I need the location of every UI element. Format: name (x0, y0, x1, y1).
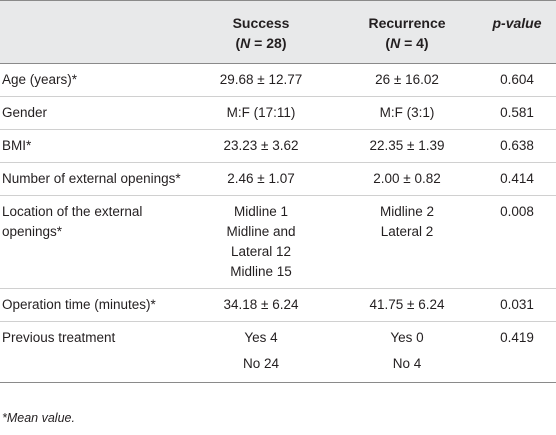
row-label: Previous treatment (2, 330, 116, 345)
success-value: Midline 1 Midline and Lateral 12 Midline… (186, 195, 336, 289)
success-line: Midline and (226, 224, 296, 239)
header-recurrence-n: (N = 4) (385, 35, 429, 51)
success-value: 23.23 ± 3.62 (186, 129, 336, 163)
table-row: Age (years)* 29.68 ± 12.77 26 ± 16.02 0.… (0, 63, 556, 97)
header-pvalue: p-value (478, 0, 556, 64)
recurrence-value: No 4 (336, 350, 478, 383)
success-value: 34.18 ± 6.24 (186, 288, 336, 322)
success-value: 29.68 ± 12.77 (186, 63, 336, 97)
header-recurrence: Recurrence (N = 4) (336, 0, 478, 64)
p-value: 0.581 (478, 96, 556, 130)
table-row: No 24 No 4 (0, 350, 556, 383)
recurrence-line: Lateral 2 (380, 224, 434, 239)
success-value: No 24 (186, 350, 336, 383)
data-table-container: Success (N = 28) Recurrence (N = 4) p-va… (0, 0, 556, 383)
p-value: 0.638 (478, 129, 556, 163)
table-row: Operation time (minutes)* 34.18 ± 6.24 4… (0, 288, 556, 322)
p-value: 0.419 (500, 330, 534, 345)
table-row: Number of external openings* 2.46 ± 1.07… (0, 162, 556, 196)
success-value: M:F (17:11) (186, 96, 336, 130)
n-symbol: N (390, 35, 401, 51)
header-success: Success (N = 28) (186, 0, 336, 64)
header-row: Success (N = 28) Recurrence (N = 4) p-va… (0, 0, 556, 64)
header-success-n: (N = 28) (235, 35, 287, 51)
table-footnote: *Mean value. (2, 411, 75, 425)
row-label: Operation time (minutes)* (0, 288, 186, 322)
p-value: 0.031 (478, 288, 556, 322)
success-line: Midline 1 (233, 204, 289, 219)
row-label: Gender (0, 96, 186, 130)
recurrence-value: 41.75 ± 6.24 (336, 288, 478, 322)
recurrence-line: Midline 2 (379, 204, 435, 219)
table-row: Gender M:F (17:11) M:F (3:1) 0.581 (0, 96, 556, 130)
recurrence-value: Midline 2 Lateral 2 (336, 195, 478, 289)
table-row: Previous treatment Yes 4 Yes 0 0.419 (0, 322, 556, 351)
recurrence-value: Yes 0 (390, 330, 424, 345)
row-label: Location of the external openings* (0, 195, 186, 289)
p-value: 0.604 (478, 63, 556, 97)
success-line: Midline 15 (230, 264, 292, 279)
recurrence-value: M:F (3:1) (336, 96, 478, 130)
p-value (478, 350, 556, 383)
n-symbol: N (240, 35, 251, 51)
table-row: BMI* 23.23 ± 3.62 22.35 ± 1.39 0.638 (0, 129, 556, 163)
row-label (0, 350, 186, 383)
success-value: Yes 4 (244, 330, 278, 345)
row-label: Number of external openings* (0, 162, 186, 196)
header-empty-cell (0, 0, 186, 64)
success-value: 2.46 ± 1.07 (186, 162, 336, 196)
success-line: Lateral 12 (230, 244, 292, 259)
recurrence-value: 2.00 ± 0.82 (336, 162, 478, 196)
p-value: 0.008 (478, 195, 556, 289)
header-recurrence-title: Recurrence (368, 15, 446, 31)
row-label: Age (years)* (0, 63, 186, 97)
header-success-title: Success (232, 15, 290, 31)
recurrence-value: 22.35 ± 1.39 (336, 129, 478, 163)
comparison-table: Success (N = 28) Recurrence (N = 4) p-va… (0, 0, 556, 383)
recurrence-value: 26 ± 16.02 (336, 63, 478, 97)
p-value: 0.414 (478, 162, 556, 196)
row-label: BMI* (0, 129, 186, 163)
table-row: Location of the external openings* Midli… (0, 195, 556, 289)
